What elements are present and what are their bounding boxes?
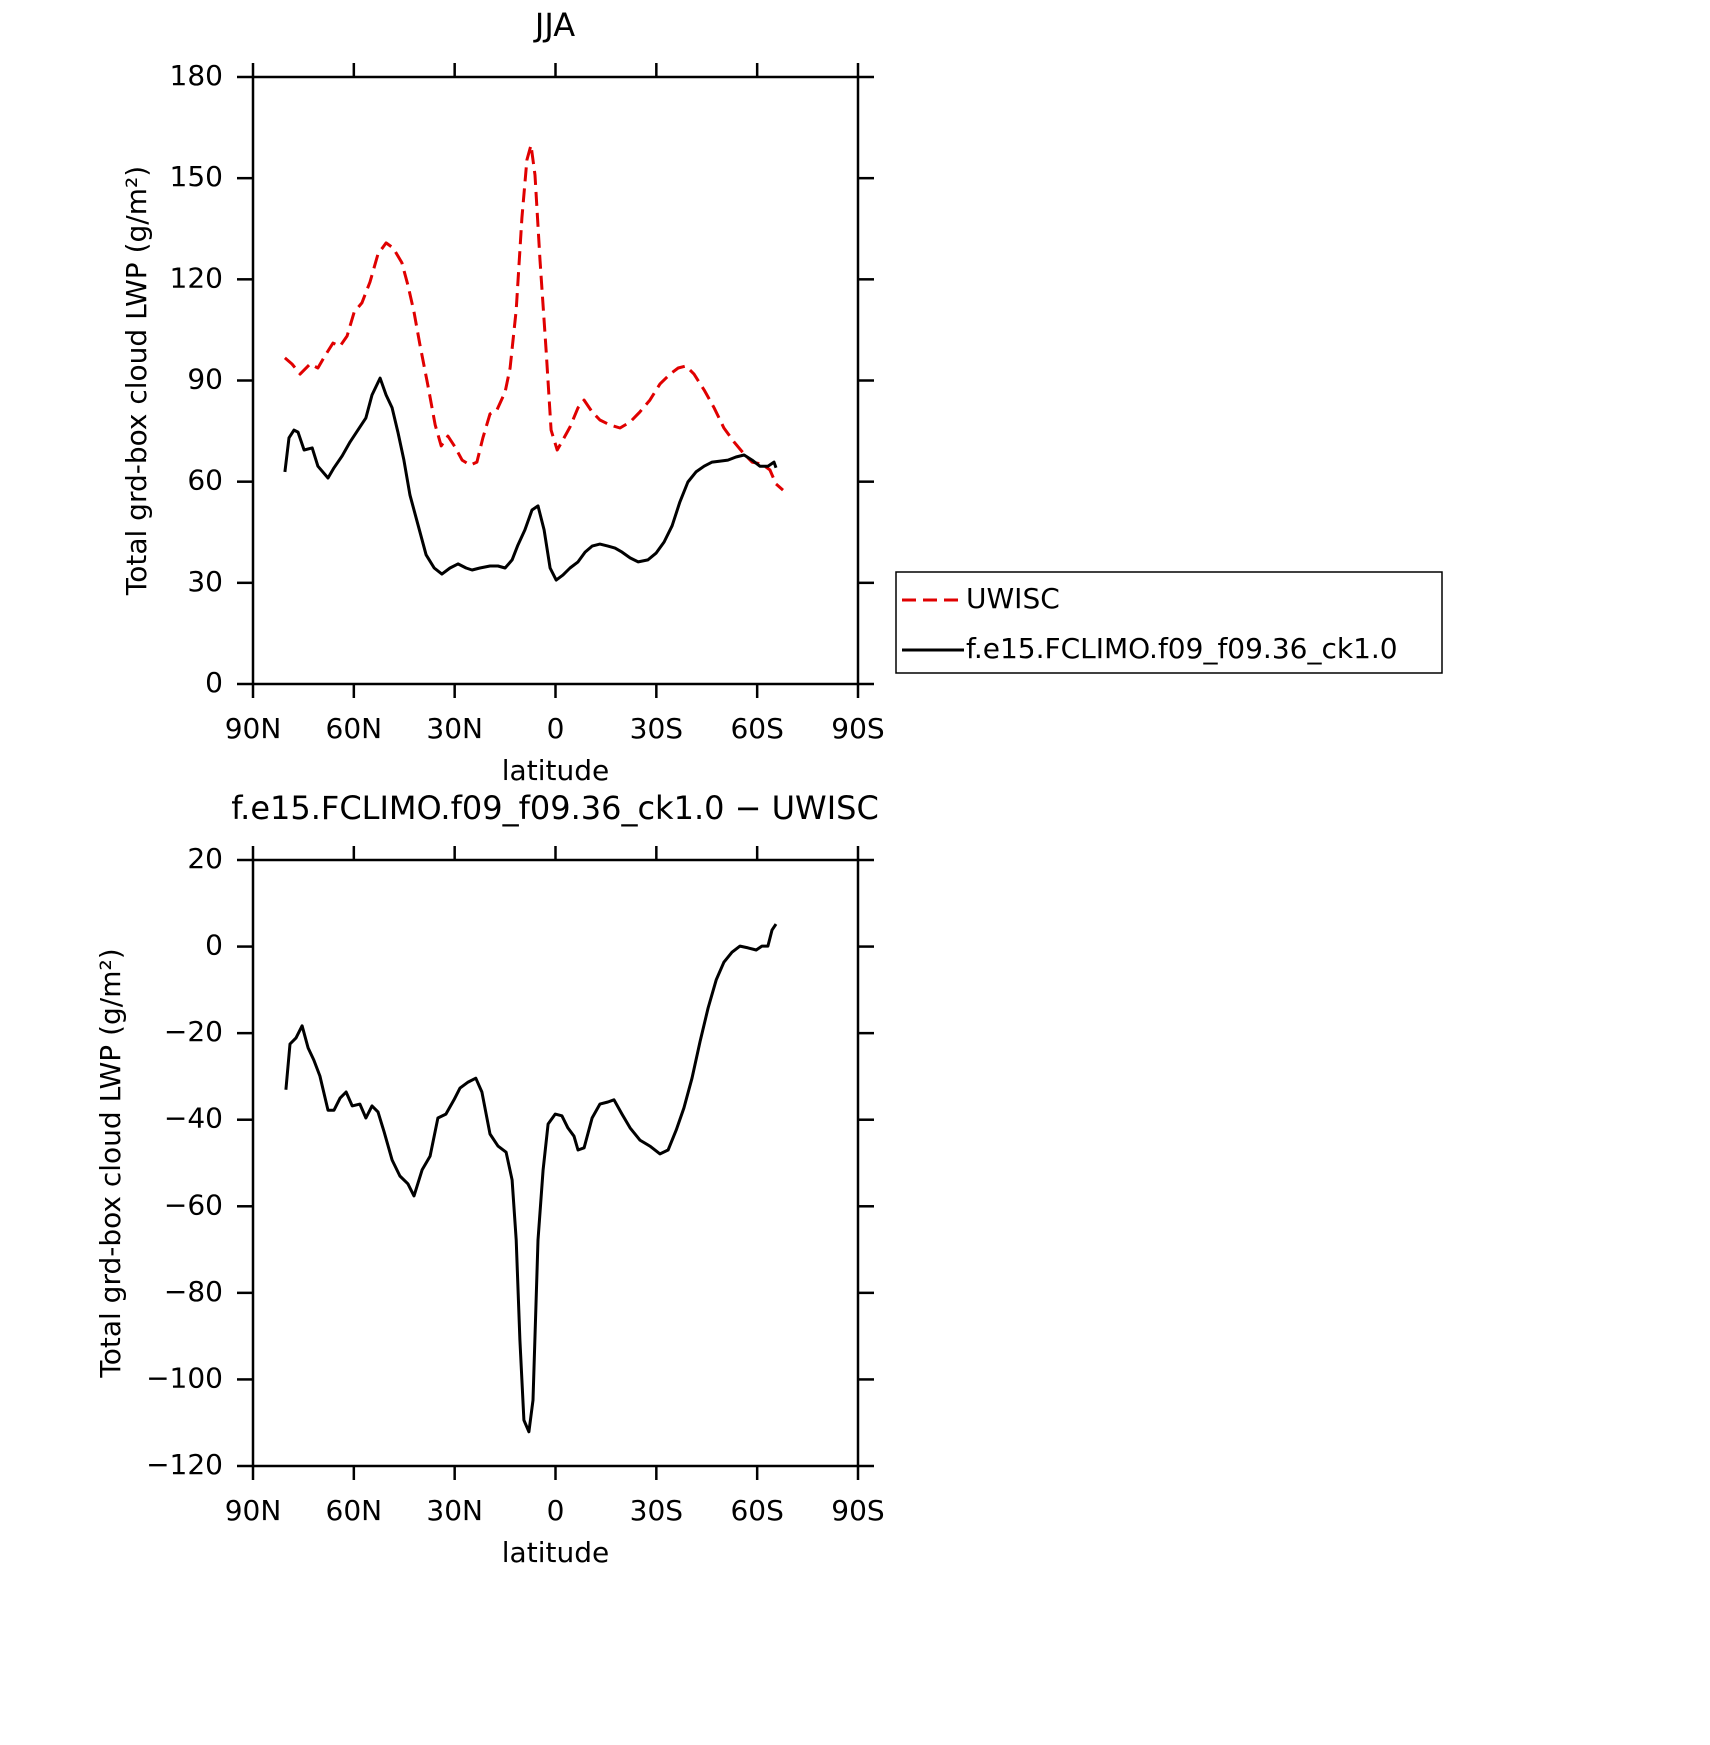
plot-frame	[251, 858, 860, 1468]
y-tick-label: −100	[146, 1361, 223, 1394]
data-line	[283, 143, 784, 492]
x-tick-label: 90N	[225, 712, 282, 745]
y-tick-label: 30	[187, 565, 223, 598]
y-tick-label: −120	[146, 1448, 223, 1481]
y-axis-label: Total grd-box cloud LWP (g/m²)	[94, 948, 127, 1378]
data-line	[284, 923, 778, 1434]
y-tick-label: −80	[164, 1275, 223, 1308]
y-tick-label: −20	[164, 1015, 223, 1048]
x-tick-label: 60N	[326, 712, 383, 745]
x-tick-label: 60S	[730, 712, 783, 745]
x-tick-label: 90N	[225, 1494, 282, 1527]
plot-frame	[251, 75, 860, 686]
x-tick-label: 60S	[730, 1494, 783, 1527]
x-tick-label: 0	[547, 712, 565, 745]
x-tick-label: 90S	[831, 712, 884, 745]
y-tick-label: 60	[187, 464, 223, 497]
data-line	[283, 376, 778, 582]
legend-label: UWISC	[966, 582, 1060, 615]
x-tick-label: 30N	[426, 1494, 483, 1527]
y-tick-label: 90	[187, 363, 223, 396]
y-tick-label: −40	[164, 1102, 223, 1135]
legend-box	[895, 571, 1443, 674]
y-tick-label: 120	[170, 261, 223, 294]
x-axis-label: latitude	[502, 1536, 609, 1569]
x-tick-label: 30S	[630, 1494, 683, 1527]
y-tick-label: 180	[170, 59, 223, 92]
x-tick-label: 30N	[426, 712, 483, 745]
x-tick-label: 90S	[831, 1494, 884, 1527]
chart-title: f.e15.FCLIMO.f09_f09.36_ck1.0 − UWISC	[231, 789, 879, 827]
y-tick-label: 20	[187, 842, 223, 875]
legend-label: f.e15.FCLIMO.f09_f09.36_ck1.0	[966, 632, 1398, 665]
y-tick-label: 0	[205, 666, 223, 699]
x-tick-label: 60N	[326, 1494, 383, 1527]
chart-title: JJA	[533, 6, 575, 44]
y-tick-label: −60	[164, 1188, 223, 1221]
x-tick-label: 0	[547, 1494, 565, 1527]
x-axis-label: latitude	[502, 754, 609, 787]
y-tick-label: 150	[170, 160, 223, 193]
y-axis-label: Total grd-box cloud LWP (g/m²)	[120, 166, 153, 596]
y-tick-label: 0	[205, 929, 223, 962]
x-tick-label: 30S	[630, 712, 683, 745]
